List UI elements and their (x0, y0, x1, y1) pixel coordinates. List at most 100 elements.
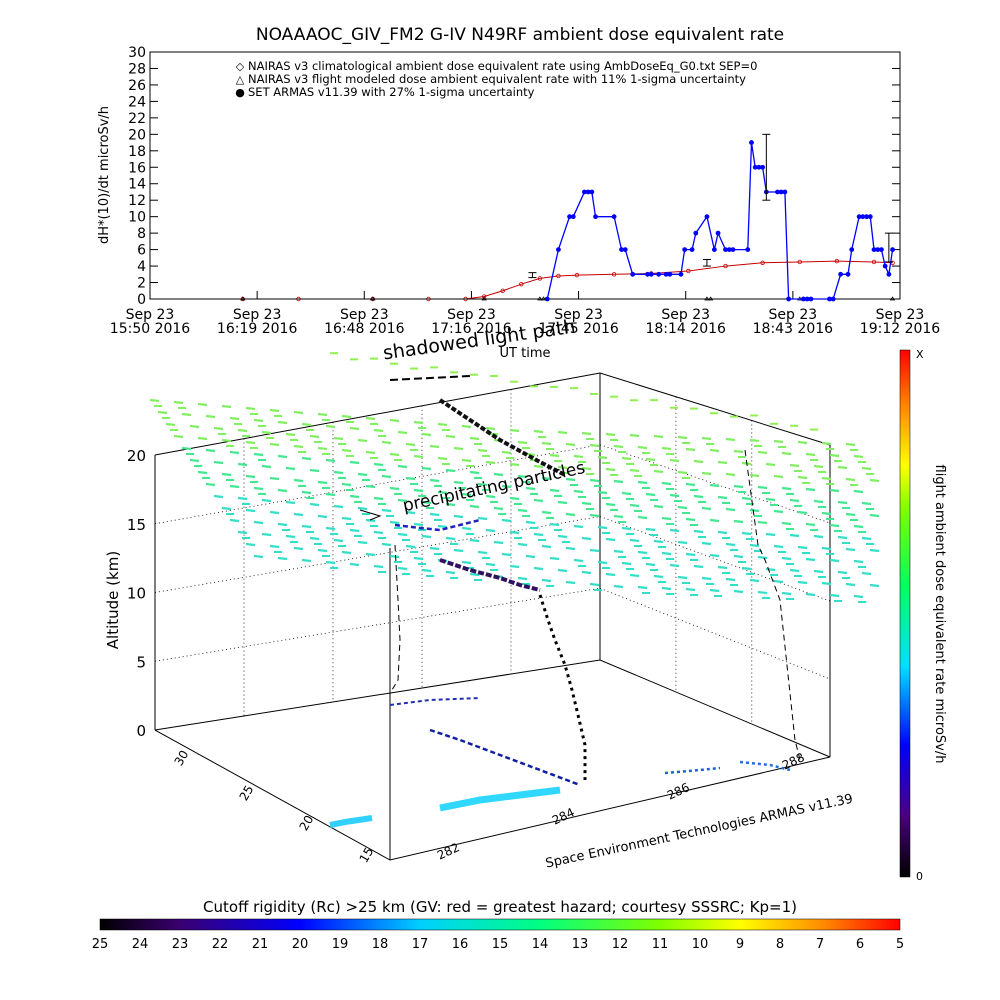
dose-dash (669, 528, 680, 533)
dose-dash (253, 486, 264, 491)
dose-dash (813, 569, 824, 574)
dose-dash (853, 454, 864, 459)
dose-dash (725, 542, 736, 547)
dose-dash (765, 462, 776, 467)
dose-dash (749, 543, 760, 548)
legend-marker: ● (235, 86, 245, 99)
dose-dash (685, 482, 696, 487)
dose-dash (453, 446, 464, 451)
dose-dash (365, 484, 376, 489)
ground-projection (329, 697, 791, 828)
dose-dash (477, 448, 488, 453)
series-point (593, 214, 598, 220)
dose-dash (677, 470, 688, 475)
y-tick-label: 14 (128, 177, 146, 193)
dose-dash (189, 424, 200, 429)
dose-dash (517, 440, 528, 445)
dose-dash (373, 530, 384, 535)
colorbar-ticks: 25 24 23 22 21 20 19 18 17 16 15 14 13 12 11 10 9 8 7 6 5 (92, 937, 904, 952)
dose-dash (581, 466, 592, 471)
dose-dash (749, 473, 760, 478)
dose-dash (381, 542, 392, 547)
dose-dash (181, 412, 192, 417)
dose-dash (309, 536, 320, 541)
credit-label: Space Environment Technologies ARMAS v11… (544, 792, 854, 872)
dose-dash (693, 529, 704, 534)
dose-dash (661, 551, 672, 556)
dose-dash (565, 442, 576, 447)
dose-dash (453, 480, 464, 485)
dose-dash (205, 482, 216, 487)
dose-dash (701, 506, 712, 511)
colorbar-tick-label: 17 (412, 937, 429, 952)
y-tick-label: 4 (137, 259, 146, 275)
dose-dash (653, 574, 664, 579)
dose-dash (453, 514, 464, 519)
series-point (730, 247, 736, 253)
dose-dash (637, 480, 648, 485)
dose-dash (173, 434, 184, 439)
colorbar-tick-label: 14 (532, 937, 549, 952)
dose-dash (469, 538, 480, 543)
series-point (797, 259, 802, 265)
dose-dash (349, 562, 360, 567)
dose-dash (269, 408, 280, 413)
dose-dash (821, 581, 832, 586)
series-point (589, 189, 595, 195)
colorbar-tick-label: 12 (612, 937, 629, 952)
dose-dash (829, 558, 840, 563)
dose-dash (421, 568, 432, 573)
series-point (574, 272, 580, 278)
legend-marker: ◇ (236, 60, 245, 73)
dose-dash (389, 520, 400, 525)
dose-dash (557, 500, 568, 505)
series-point (704, 214, 710, 220)
dose-dash (773, 509, 784, 514)
dose-dash (749, 438, 760, 443)
dose-dash (173, 400, 184, 405)
x-tick-label-time: 17:16 2016 (431, 321, 512, 337)
dose-dash (709, 448, 720, 453)
dose-dash (701, 471, 712, 476)
x-tick-label-date: Sep 23 (769, 307, 818, 323)
y-tick-label: 22 (128, 111, 146, 127)
dose-dash (789, 533, 800, 538)
dose-dash (333, 504, 344, 509)
series-point (856, 214, 862, 220)
dose-dash (725, 472, 736, 477)
series-point (711, 247, 717, 253)
dose-dash (669, 563, 680, 568)
dose-dash (797, 475, 808, 480)
ground-patch (429, 728, 581, 787)
dose-dash (405, 510, 416, 515)
dose-dash (853, 524, 864, 529)
flight-segment (394, 518, 481, 532)
dose-dash (757, 520, 768, 525)
series-point (756, 164, 762, 170)
dose-dash (253, 554, 264, 559)
x-tick-label-time: 16:48 2016 (324, 321, 405, 337)
dose-dash (349, 528, 360, 533)
dose-dash (621, 456, 632, 461)
dose-dash (741, 566, 752, 571)
dose-dash (605, 432, 616, 437)
dose-dash (429, 512, 440, 517)
series-point (619, 247, 624, 253)
series-point (693, 230, 699, 236)
dose-dash (253, 452, 264, 457)
dose-dash (589, 548, 600, 553)
dose-dash (541, 441, 552, 446)
grid-line (154, 444, 601, 525)
dose-dash (869, 548, 880, 553)
ground-patch (389, 697, 481, 706)
dose-dash (469, 504, 480, 509)
grid-line (154, 516, 601, 593)
dose-dash (709, 588, 720, 593)
dose-dash (725, 507, 736, 512)
flight-segment (438, 398, 566, 477)
dose-rate-chart: NOAAAOC_GIV_FM2 G-IV N49RF ambient dose … (97, 25, 940, 337)
colorbar-tick-label: 11 (652, 937, 669, 952)
series-point (830, 296, 836, 302)
dose-dash (309, 502, 320, 507)
dose-dash (461, 560, 472, 565)
